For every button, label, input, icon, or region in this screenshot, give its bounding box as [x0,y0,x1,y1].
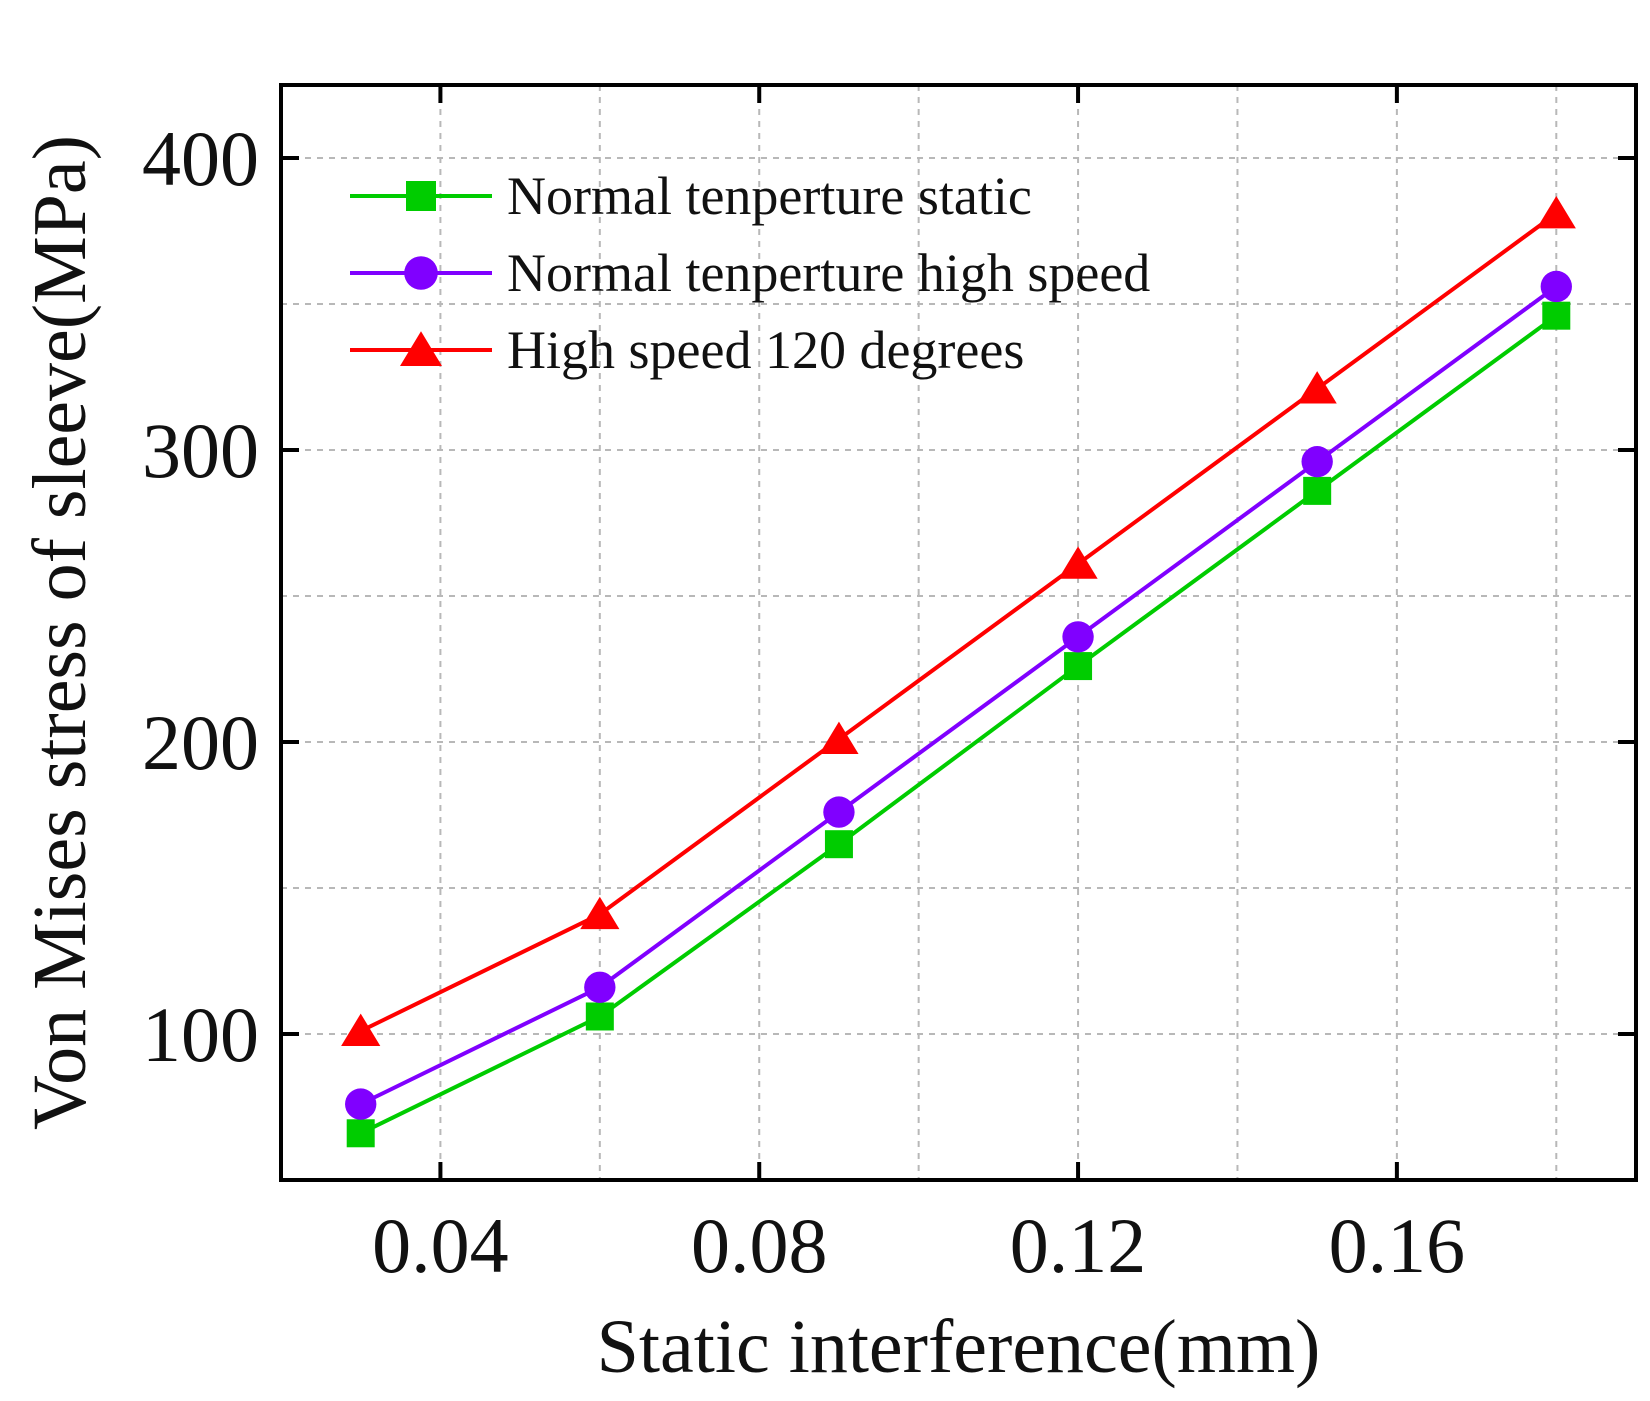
y-tick-label: 100 [142,991,259,1078]
y-tick-label: 400 [142,115,259,202]
series-square [346,301,1571,1148]
x-tick-labels: 0.04 0.08 0.12 0.16 [372,1202,1465,1289]
series-layer [341,195,1576,1148]
data-point-square [1542,301,1571,330]
y-tick-labels: 100 200 300 400 [142,115,259,1078]
legend-label: High speed 120 degrees [507,320,1024,380]
series-line [359,211,1558,1033]
legend-item: Normal tenperture static [350,166,1032,226]
series-triangle [341,195,1576,1046]
legend-item: High speed 120 degrees [350,320,1024,380]
x-tick-label: 0.04 [372,1202,509,1289]
grid [281,85,1636,1180]
data-point-square [1064,652,1093,681]
series-line [359,284,1558,1106]
data-point-square [406,181,436,211]
x-axis-title: Static interference(mm) [597,1305,1321,1389]
legend-label: Normal tenperture high speed [507,243,1150,303]
plot-frame [279,83,1638,1182]
data-point-triangle [1058,546,1098,579]
data-point-circle [345,1088,377,1120]
data-point-square [346,1119,375,1148]
y-tick-label: 300 [142,407,259,494]
data-point-triangle [819,721,859,754]
data-point-square [824,830,853,859]
data-point-square [1303,476,1332,505]
x-tick-label: 0.16 [1329,1202,1466,1289]
x-tick-label: 0.12 [1010,1202,1147,1289]
data-point-circle [823,796,855,828]
legend-item: Normal tenperture high speed [350,243,1150,303]
data-point-triangle [580,896,620,930]
data-point-circle [1301,446,1333,478]
axis-ticks [281,85,1636,1180]
data-point-circle [1062,621,1094,653]
data-point-circle [584,971,616,1003]
data-point-square [585,1002,614,1031]
data-point-triangle [1297,371,1337,404]
series-circle [345,270,1572,1120]
legend-label: Normal tenperture static [507,166,1032,226]
data-point-triangle [1536,195,1576,229]
data-point-circle [404,256,438,290]
series-line [359,314,1558,1136]
y-tick-label: 200 [142,699,259,786]
y-axis-title: Von Mises stress of sleeve(MPa) [18,135,102,1130]
x-tick-label: 0.08 [691,1202,828,1289]
data-point-triangle [341,1013,381,1046]
data-point-circle [1540,270,1572,303]
legend: Normal tenperture static Normal tenpertur… [350,166,1150,380]
data-point-triangle [400,331,442,366]
